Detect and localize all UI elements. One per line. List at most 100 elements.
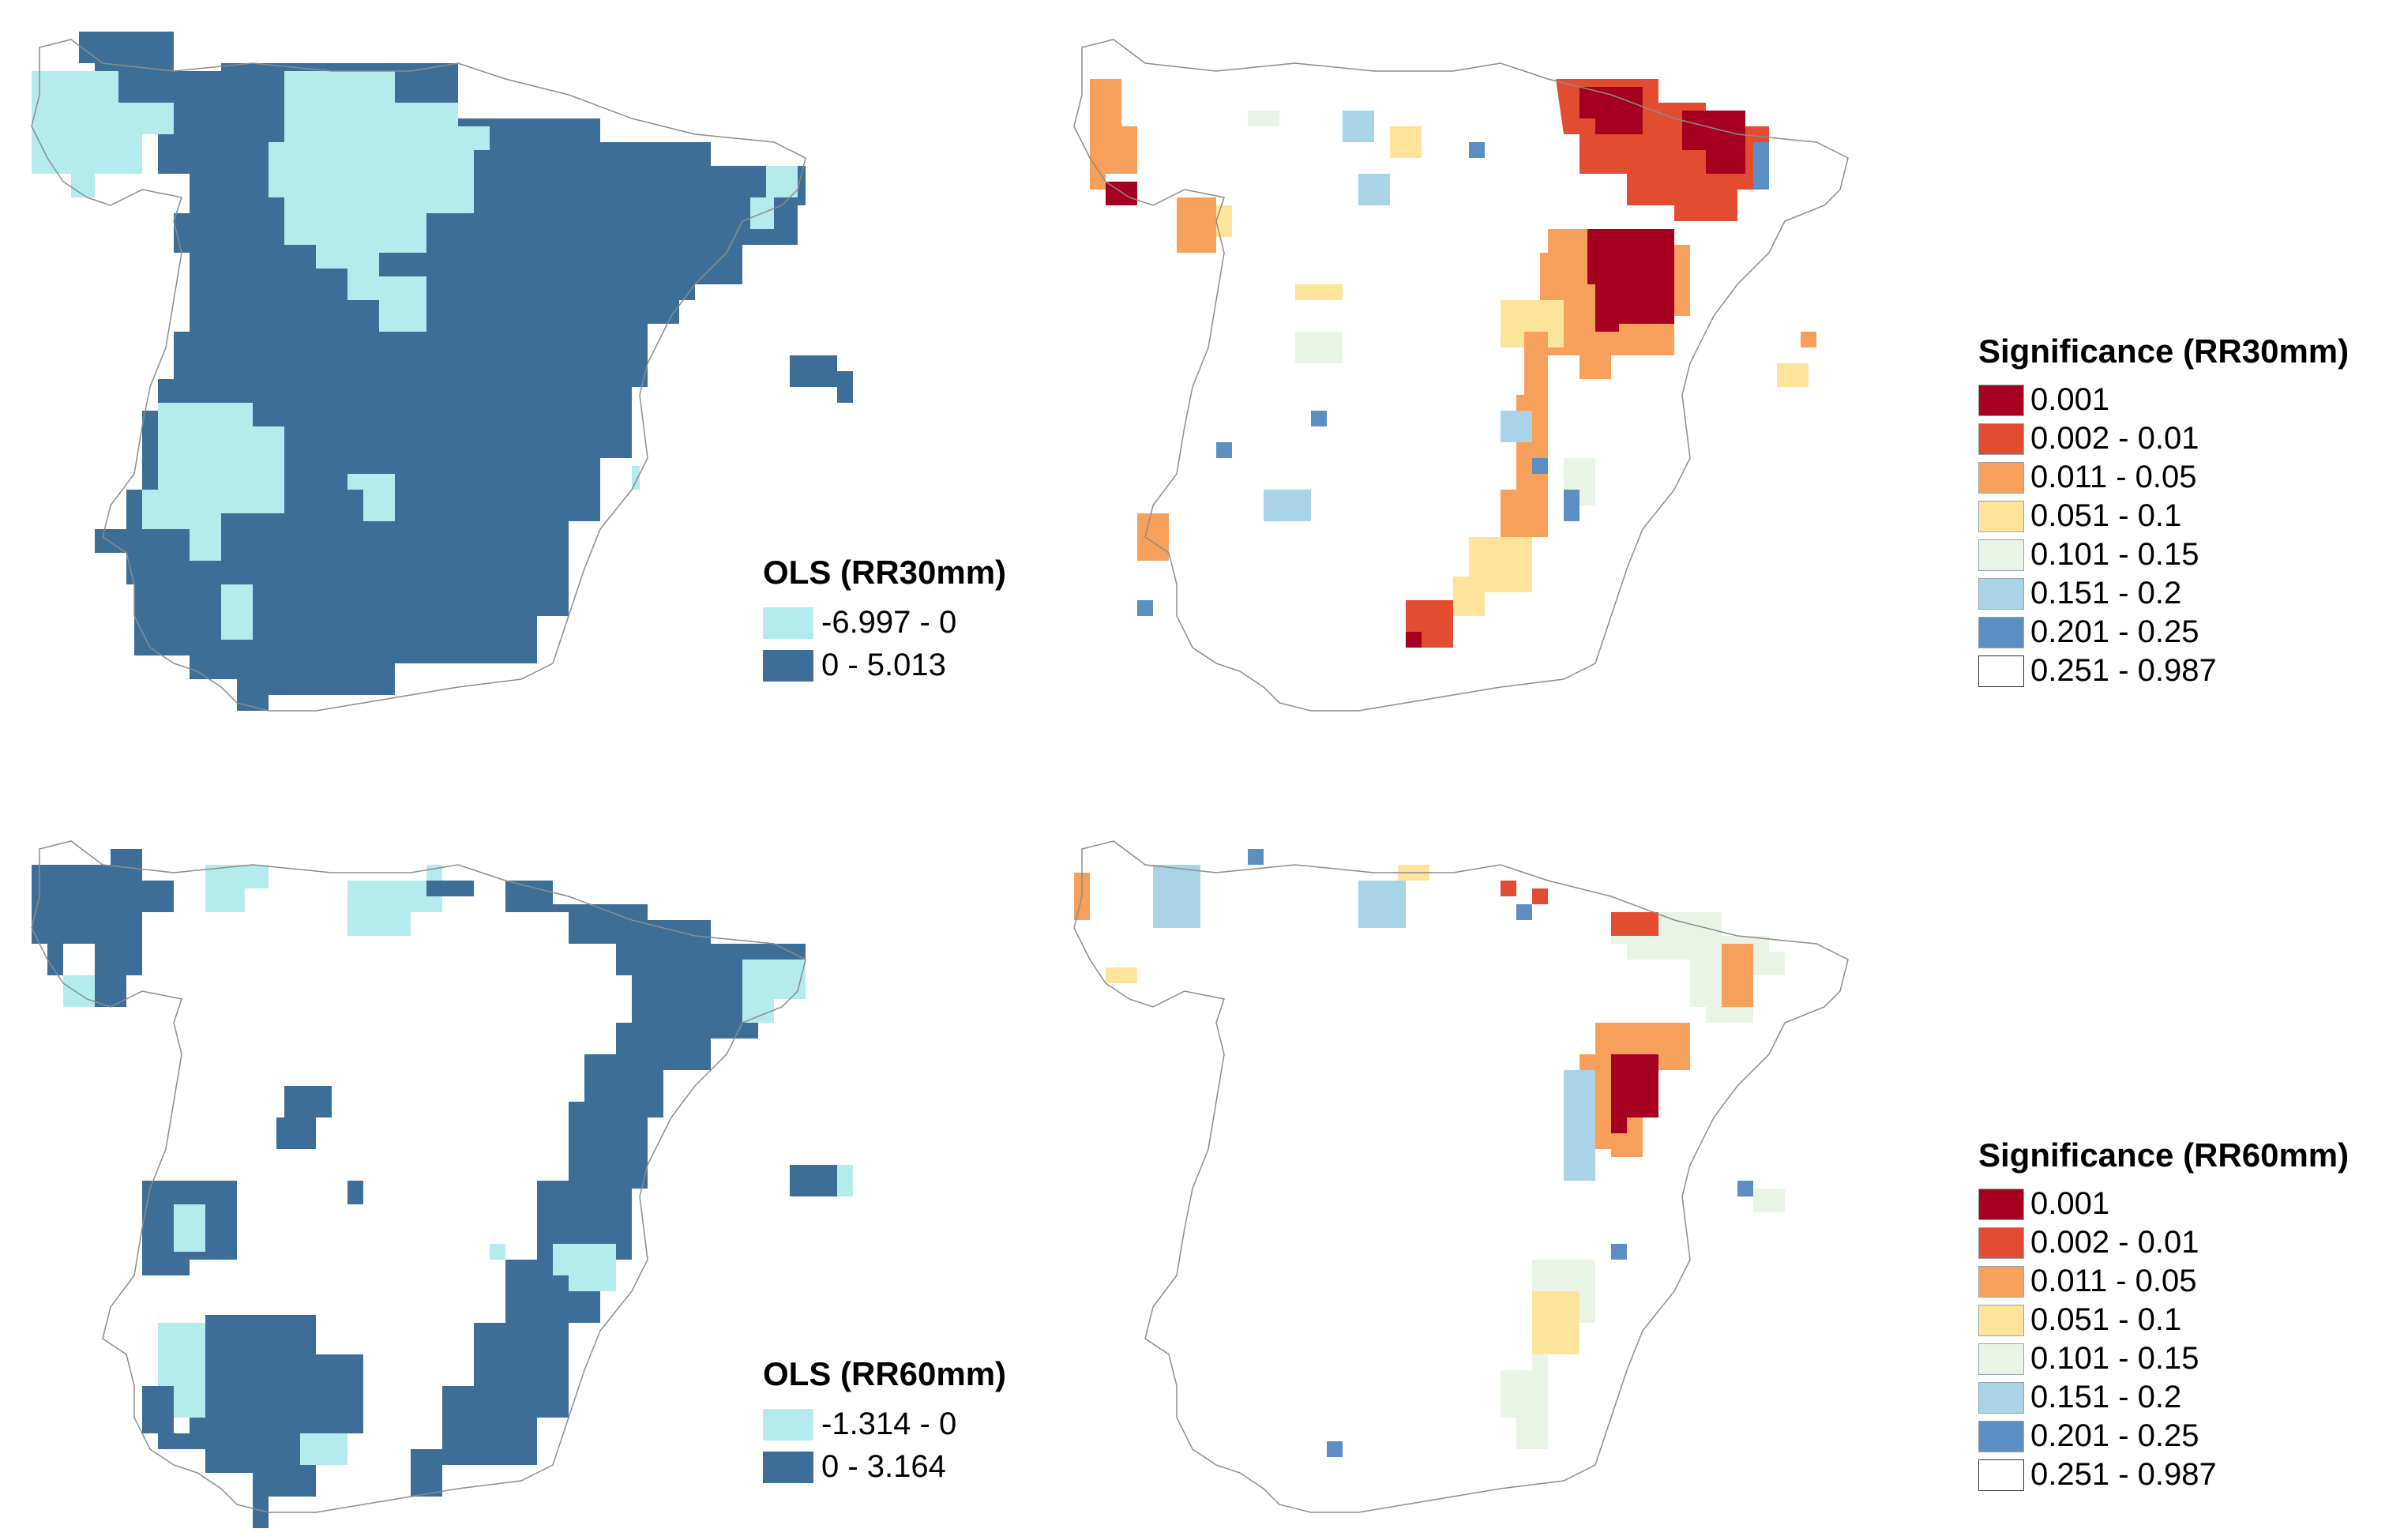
legend-item: 0.151 - 0.2 bbox=[1978, 574, 2349, 613]
legend-item: 0.011 - 0.05 bbox=[1978, 458, 2349, 497]
negative-zone-northwest bbox=[32, 71, 174, 197]
legend-swatch bbox=[763, 607, 813, 639]
cluster-north-west bbox=[1177, 197, 1216, 253]
cell-group bbox=[1295, 332, 1343, 363]
legend-title: Significance (RR30mm) bbox=[1978, 332, 2350, 370]
cell-group bbox=[426, 881, 474, 896]
cell bbox=[1311, 411, 1327, 426]
cell bbox=[1501, 881, 1516, 896]
map-ols-rr30mm bbox=[16, 16, 885, 727]
balearic-cell bbox=[837, 371, 853, 403]
legend-swatch bbox=[1978, 1343, 2024, 1375]
cell bbox=[1137, 600, 1153, 616]
legend-swatch bbox=[1978, 616, 2024, 648]
cell bbox=[1327, 1441, 1343, 1457]
cluster-northwest bbox=[1153, 865, 1200, 928]
legend-label: 0 - 3.164 bbox=[821, 1449, 946, 1484]
negative-zone bbox=[63, 975, 95, 1007]
positive-zone bbox=[79, 32, 806, 711]
balearic-cell-mallorca bbox=[790, 1165, 837, 1196]
legend-label: 0.051 - 0.1 bbox=[2030, 1302, 2182, 1337]
cell bbox=[1516, 904, 1532, 920]
coastline bbox=[1073, 39, 1849, 712]
legend-label: 0.201 - 0.25 bbox=[2030, 1418, 2199, 1453]
legend-ols-rr30mm: OLS (RR30mm) -6.997 - 0 0 - 5.013 bbox=[763, 553, 1006, 685]
legend-item: 0.101 - 0.15 bbox=[1978, 1339, 2349, 1378]
cluster-pyrenees-core bbox=[1682, 111, 1745, 174]
legend-item: -1.314 - 0 bbox=[763, 1405, 1006, 1444]
legend-item: 0 - 5.013 bbox=[763, 646, 1006, 685]
cell bbox=[1216, 442, 1232, 458]
legend-swatch bbox=[763, 649, 813, 682]
legend-item: 0.002 - 0.01 bbox=[1978, 1223, 2349, 1262]
legend-item: 0.002 - 0.01 bbox=[1978, 419, 2349, 458]
coastline bbox=[31, 840, 806, 1513]
negative-zone-northeast bbox=[742, 960, 806, 1023]
legend-label: 0.151 - 0.2 bbox=[2030, 1380, 2182, 1414]
legend-item: 0.051 - 0.1 bbox=[1978, 497, 2349, 535]
legend-item: 0.201 - 0.25 bbox=[1978, 613, 2349, 652]
legend-label: 0.251 - 0.987 bbox=[2030, 1457, 2217, 1492]
cluster-north bbox=[1358, 881, 1406, 928]
cell-group bbox=[1343, 111, 1374, 142]
legend-item: 0.151 - 0.2 bbox=[1978, 1378, 2349, 1417]
negative-zone-center-south bbox=[347, 474, 395, 521]
grid-cells bbox=[32, 32, 853, 711]
legend-swatch bbox=[1978, 1420, 2024, 1452]
balearic-cell bbox=[1753, 1189, 1785, 1212]
balearic-cell-mallorca bbox=[790, 355, 837, 387]
legend-label: 0.011 - 0.05 bbox=[2030, 1264, 2197, 1298]
legend-label: 0.051 - 0.1 bbox=[2030, 498, 2182, 533]
cell bbox=[253, 1481, 269, 1528]
map-significance-rr60mm bbox=[1058, 817, 1927, 1528]
legend-swatch bbox=[1978, 384, 2024, 416]
legend-significance-rr60mm: Significance (RR60mm) 0.001 0.002 - 0.01… bbox=[1978, 1136, 2349, 1494]
coastline bbox=[1073, 840, 1849, 1513]
cluster-northeast-core bbox=[1580, 87, 1643, 134]
cell bbox=[1248, 849, 1264, 865]
legend-swatch bbox=[1978, 1226, 2024, 1259]
negative-zone-north-central bbox=[347, 865, 442, 936]
negative-zone-southwest bbox=[142, 403, 284, 561]
legend-swatch bbox=[1978, 1265, 2024, 1298]
legend-swatch bbox=[1978, 655, 2024, 687]
legend-item: 0 - 3.164 bbox=[763, 1448, 1006, 1486]
positive-zone-central bbox=[276, 1086, 332, 1149]
legend-item: -6.997 - 0 bbox=[763, 603, 1006, 642]
legend-ols-rr60mm: OLS (RR60mm) -1.314 - 0 0 - 3.164 bbox=[763, 1354, 1006, 1486]
legend-label: 0.011 - 0.05 bbox=[2030, 460, 2197, 494]
legend-label: -1.314 - 0 bbox=[821, 1407, 957, 1441]
legend-swatch bbox=[1978, 1381, 2024, 1414]
cell bbox=[1216, 205, 1232, 237]
legend-item: 0.011 - 0.05 bbox=[1978, 1262, 2349, 1301]
cell bbox=[1469, 142, 1485, 158]
positive-zone-south bbox=[190, 1315, 363, 1497]
cell bbox=[1406, 632, 1422, 648]
map-significance-rr30mm bbox=[1058, 16, 1927, 727]
cell bbox=[1611, 1244, 1627, 1260]
negative-zone-east bbox=[632, 466, 640, 490]
cell bbox=[1106, 967, 1137, 983]
legend-item: 0.201 - 0.25 bbox=[1978, 1417, 2349, 1455]
cell bbox=[490, 1244, 505, 1260]
legend-swatch bbox=[1978, 577, 2024, 610]
cell bbox=[1753, 142, 1769, 190]
legend-swatch bbox=[1978, 1459, 2024, 1491]
balearic-cell bbox=[1737, 1181, 1753, 1196]
cluster-ebro-core bbox=[1611, 1054, 1658, 1133]
cluster-ebro-core bbox=[1587, 229, 1674, 332]
legend-swatch bbox=[1978, 461, 2024, 494]
legend-label: 0.201 - 0.25 bbox=[2030, 614, 2199, 649]
legend-label: 0.101 - 0.15 bbox=[2030, 537, 2199, 572]
negative-zone-east bbox=[553, 1244, 616, 1291]
cell-group bbox=[1390, 126, 1422, 158]
positive-zone-northwest bbox=[32, 849, 174, 1007]
legend-swatch bbox=[1978, 500, 2024, 532]
legend-swatch bbox=[1978, 423, 2024, 455]
cell-group bbox=[1358, 174, 1390, 205]
negative-zone-south bbox=[221, 584, 253, 640]
legend-label: 0.251 - 0.987 bbox=[2030, 653, 2217, 688]
legend-label: 0.002 - 0.01 bbox=[2030, 421, 2199, 456]
negative-zone-southwest bbox=[158, 1323, 205, 1418]
cell-group bbox=[142, 1386, 205, 1449]
